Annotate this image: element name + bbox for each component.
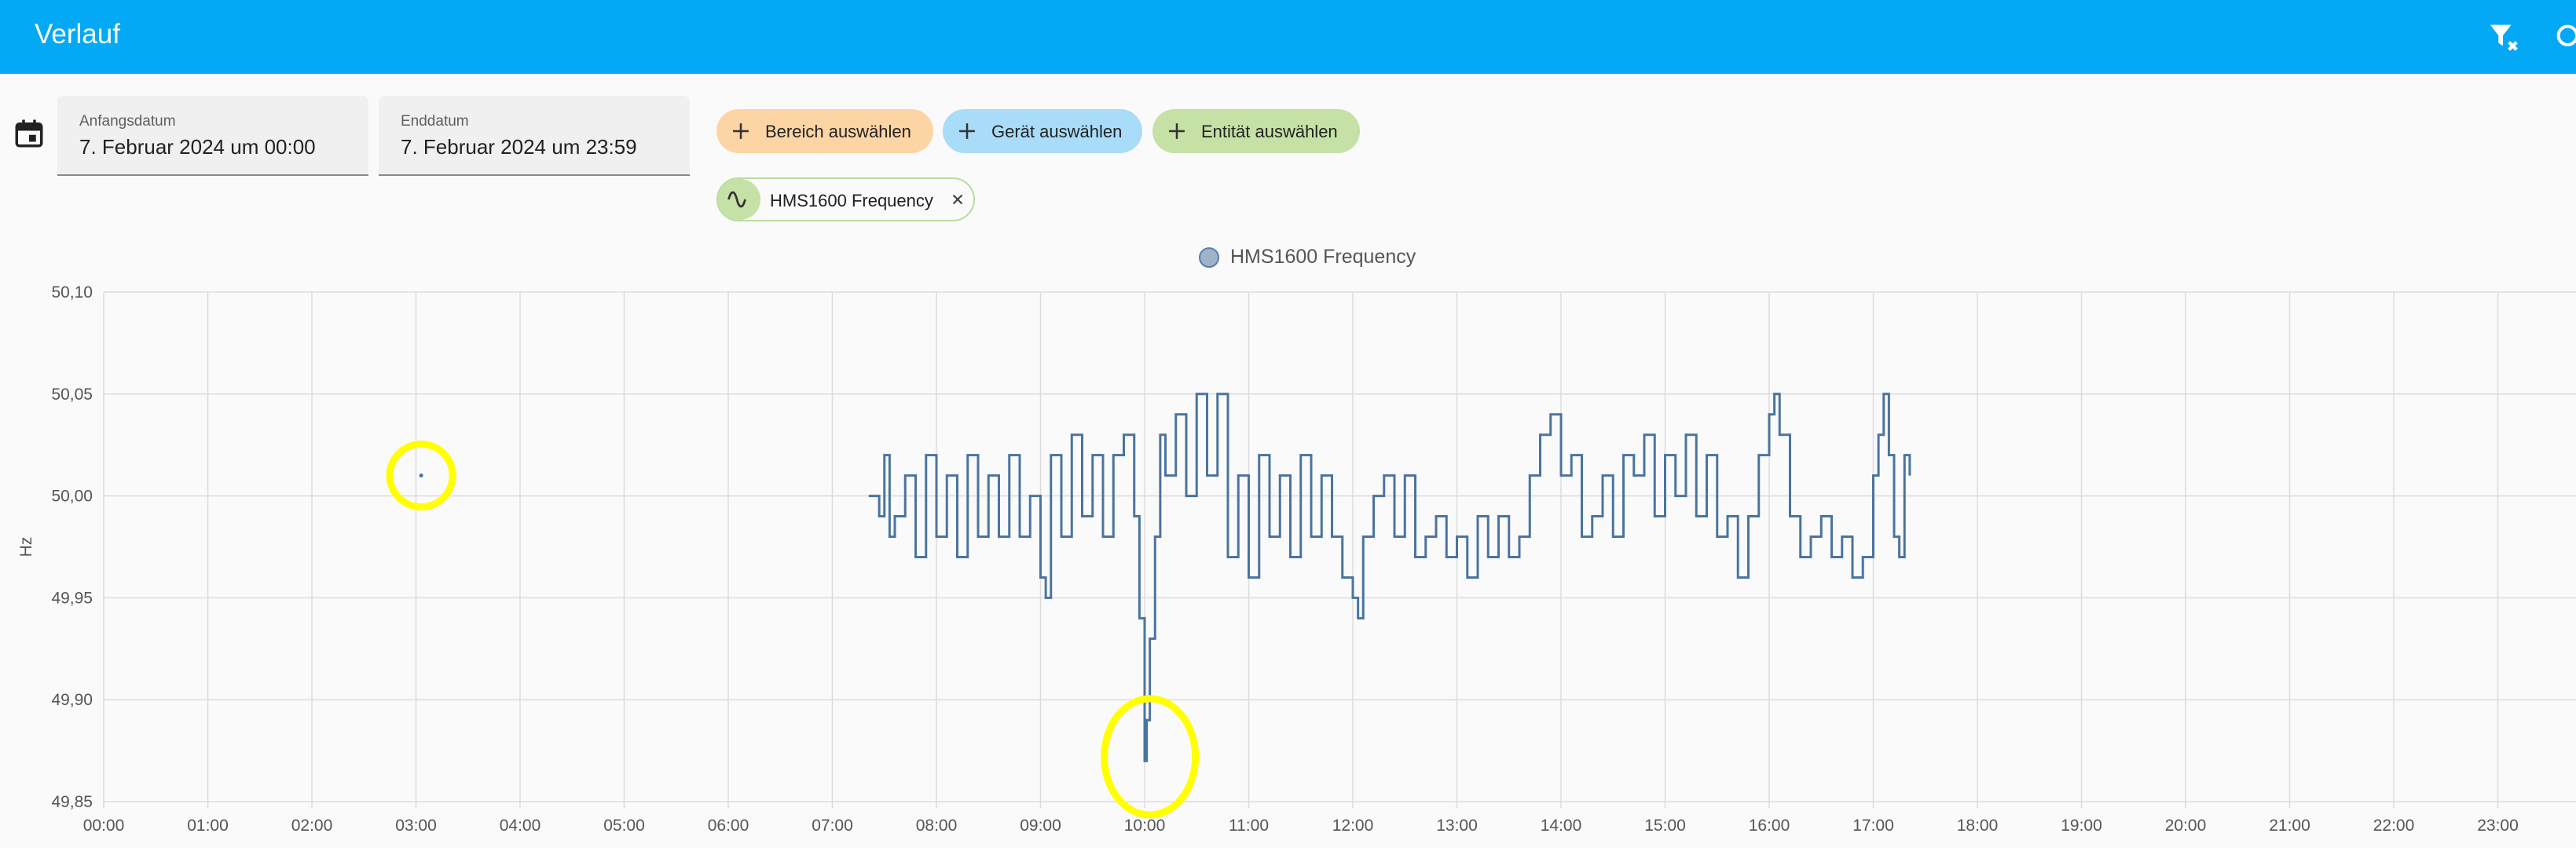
start-date-value: 7. Februar 2024 um 00:00 — [79, 135, 316, 159]
select-device-label: Gerät auswählen — [991, 122, 1123, 141]
x-tick-label: 22:00 — [2373, 817, 2415, 835]
entity-icon-bg — [718, 179, 760, 220]
x-tick-label: 18:00 — [1957, 817, 1999, 835]
chart-grid — [103, 291, 2576, 808]
x-tick-label: 20:00 — [2165, 817, 2207, 835]
x-tick-label: 10:00 — [1124, 817, 1166, 835]
start-date-label: Anfangsdatum — [79, 113, 176, 130]
x-axis-ticks: 00:00 01:00 02:00 03:00 04:00 05:00 06:00 07:00… — [83, 817, 2519, 835]
x-tick-label: 15:00 — [1644, 817, 1686, 835]
x-tick-label: 12:00 — [1332, 817, 1374, 835]
start-date-field[interactable]: Anfangsdatum 7. Februar 2024 um 00:00 — [57, 96, 368, 176]
x-tick-label: 11:00 — [1229, 817, 1269, 835]
x-tick-label: 21:00 — [2269, 817, 2310, 835]
close-icon[interactable] — [949, 188, 966, 210]
y-axis-ticks: 50,10 50,05 50,00 49,95 49,90 49,85 — [51, 283, 93, 811]
sine-wave-icon — [727, 191, 746, 208]
selected-entity-chip[interactable]: HMS1600 Frequency — [716, 177, 975, 221]
app-header: Verlauf — [0, 0, 2576, 74]
plus-icon — [733, 123, 749, 139]
x-tick-label: 14:00 — [1541, 817, 1582, 835]
y-tick-label: 50,10 — [51, 283, 93, 302]
page-title: Verlauf — [35, 19, 120, 49]
x-tick-label: 13:00 — [1436, 817, 1478, 835]
annotation-circle — [1101, 695, 1200, 819]
calendar-icon[interactable] — [13, 116, 46, 151]
y-tick-label: 50,05 — [51, 386, 93, 404]
series-line — [868, 393, 1911, 762]
end-date-label: Enddatum — [401, 113, 469, 130]
x-tick-label: 05:00 — [603, 817, 645, 835]
data-point — [419, 473, 423, 478]
select-area-label: Bereich auswählen — [765, 122, 911, 141]
select-entity-label: Entität auswählen — [1201, 122, 1338, 141]
y-axis-label: Hz — [17, 537, 35, 557]
select-entity-chip[interactable]: Entität auswählen — [1152, 109, 1360, 153]
legend-marker — [1199, 247, 1219, 268]
x-tick-label: 04:00 — [500, 817, 541, 835]
x-tick-label: 06:00 — [708, 817, 749, 835]
y-tick-label: 49,85 — [51, 793, 93, 811]
x-tick-label: 07:00 — [812, 817, 853, 835]
annotations — [386, 440, 1200, 819]
select-device-chip[interactable]: Gerät auswählen — [943, 109, 1142, 153]
legend-label: HMS1600 Frequency — [1230, 246, 1416, 268]
x-tick-label: 17:00 — [1852, 817, 1894, 835]
plus-icon — [959, 123, 975, 139]
x-tick-label: 19:00 — [2061, 817, 2102, 835]
x-tick-label: 00:00 — [83, 817, 125, 835]
x-tick-label: 08:00 — [916, 817, 958, 835]
x-tick-label: 09:00 — [1020, 817, 1061, 835]
filter-remove-icon[interactable] — [2486, 19, 2522, 55]
selected-entity-label: HMS1600 Frequency — [770, 191, 933, 210]
x-tick-label: 02:00 — [291, 817, 333, 835]
x-tick-label: 16:00 — [1749, 817, 1790, 835]
x-tick-label: 23:00 — [2477, 817, 2519, 835]
plus-icon — [1169, 123, 1185, 139]
annotation-circle — [386, 440, 456, 511]
y-tick-label: 49,95 — [51, 589, 93, 607]
search-icon[interactable] — [2553, 19, 2576, 55]
y-tick-label: 49,90 — [51, 691, 93, 709]
x-tick-label: 03:00 — [395, 817, 437, 835]
history-chart[interactable]: 50,10 50,05 50,00 49,95 49,90 49,85 00:00 01:0… — [0, 267, 2576, 848]
end-date-value: 7. Februar 2024 um 23:59 — [401, 135, 637, 159]
end-date-field[interactable]: Enddatum 7. Februar 2024 um 23:59 — [379, 96, 690, 176]
y-tick-label: 50,00 — [51, 488, 93, 506]
select-area-chip[interactable]: Bereich auswählen — [716, 109, 933, 153]
x-tick-label: 01:00 — [187, 817, 229, 835]
